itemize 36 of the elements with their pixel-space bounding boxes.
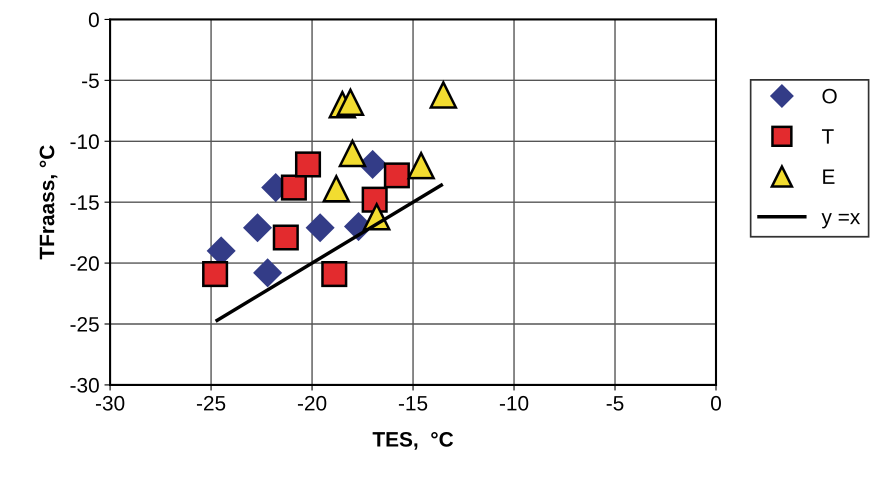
point [407, 152, 435, 180]
legend-label: O [822, 88, 837, 104]
point [430, 81, 458, 109]
y-axis-title: TFraass, °C [40, 145, 58, 260]
y-tick-label: 0 [88, 12, 99, 28]
x-axis-title: TES, °C [372, 432, 454, 450]
point [322, 175, 350, 203]
y-tick-label: -20 [70, 256, 99, 271]
legend-label: T [822, 129, 834, 144]
legend-label: y =x [822, 213, 860, 228]
point [272, 224, 299, 251]
y-tick-label: -10 [70, 134, 99, 150]
y-tick-label: -15 [70, 195, 99, 210]
x-tick-label: -10 [500, 396, 528, 411]
point [294, 151, 322, 178]
y-tick-label: -25 [70, 317, 99, 332]
point [254, 258, 282, 287]
point [306, 214, 334, 242]
x-tick-label: -25 [196, 396, 226, 411]
point [280, 174, 307, 201]
y-tick-label: -5 [82, 74, 99, 88]
x-tick-label: -20 [298, 396, 326, 411]
point [338, 140, 366, 168]
point [384, 162, 410, 188]
x-tick-label: -5 [606, 396, 624, 411]
x-tick-label: 0 [711, 396, 721, 411]
y-tick-label: -30 [70, 378, 99, 393]
point [358, 150, 387, 178]
point [336, 88, 364, 116]
point [321, 260, 348, 288]
point [362, 186, 388, 213]
point [244, 214, 272, 242]
point [202, 260, 228, 288]
x-tick-label: -15 [398, 396, 428, 411]
legend-label: E [823, 170, 834, 184]
x-tick-label: -30 [96, 396, 124, 411]
